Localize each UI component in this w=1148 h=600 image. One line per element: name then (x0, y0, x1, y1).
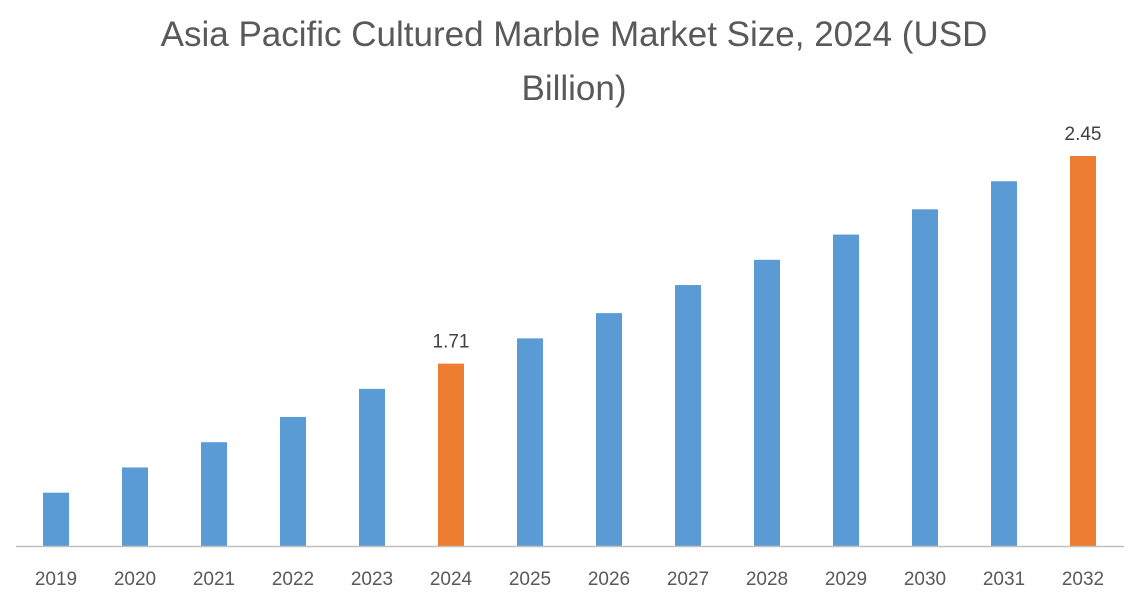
x-tick-label: 2029 (825, 569, 867, 590)
bar-2029 (833, 234, 859, 546)
chart-title: Asia Pacific Cultured Marble Market Size… (0, 8, 1148, 116)
bar-2030 (912, 209, 938, 546)
bar-2020 (122, 467, 148, 546)
bar-2019 (43, 492, 69, 546)
bar-2025 (517, 338, 543, 546)
bar-2024 (438, 363, 464, 546)
x-tick-label: 2026 (588, 569, 630, 590)
x-tick-label: 2019 (35, 569, 77, 590)
x-tick-label: 2021 (193, 569, 235, 590)
bar-2027 (675, 285, 701, 546)
bar-2021 (201, 442, 227, 546)
data-label-2024: 1.71 (433, 332, 470, 353)
chart-title-line-1: Asia Pacific Cultured Marble Market Size… (160, 15, 988, 54)
x-tick-label: 2030 (904, 569, 946, 590)
data-label-2032: 2.45 (1065, 124, 1102, 145)
x-tick-label: 2025 (509, 569, 551, 590)
x-tick-label: 2032 (1062, 569, 1104, 590)
bar-2031 (991, 181, 1017, 546)
x-tick-label: 2024 (430, 569, 473, 590)
x-tick-label: 2023 (351, 569, 393, 590)
x-tick-label: 2031 (983, 569, 1025, 590)
bar-2028 (754, 259, 780, 546)
bar-2023 (359, 388, 385, 546)
x-tick-label: 2020 (114, 569, 156, 590)
x-tick-label: 2028 (746, 569, 788, 590)
x-tick-label: 2027 (667, 569, 709, 590)
bar-2032 (1070, 156, 1096, 546)
bar-2022 (280, 416, 306, 546)
bar-2026 (596, 313, 622, 546)
chart-title-line-2: Billion) (521, 69, 627, 108)
x-tick-label: 2022 (272, 569, 314, 590)
